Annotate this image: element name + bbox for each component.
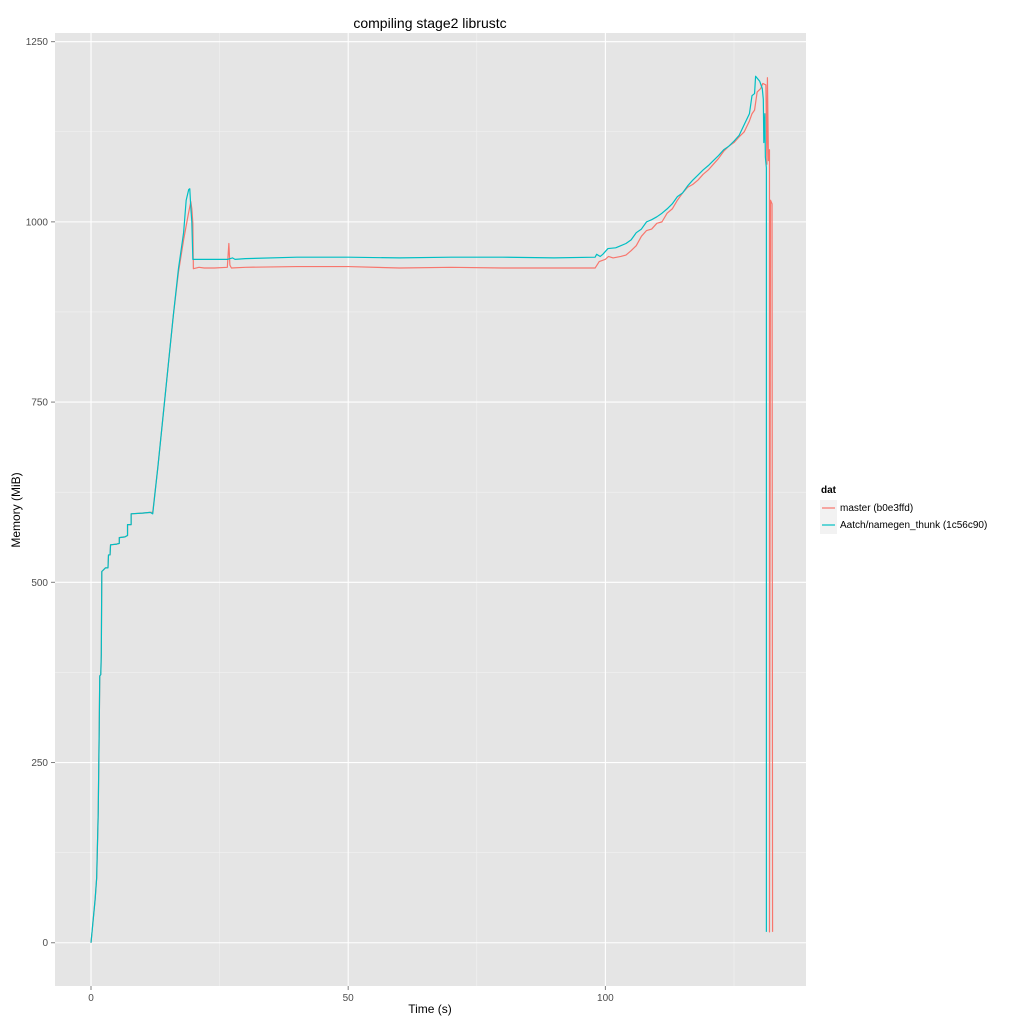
y-tick-label: 1250 xyxy=(26,37,49,48)
x-axis-title: Time (s) xyxy=(408,1002,452,1016)
y-axis: 0 250 500 750 1000 1250 xyxy=(26,37,55,949)
y-tick-label: 250 xyxy=(31,758,48,769)
series-line-namegen-thunk xyxy=(90,75,767,943)
legend-label-namegen-thunk: Aatch/namegen_thunk (1c56c90) xyxy=(840,520,987,531)
y-tick-label: 1000 xyxy=(26,217,49,228)
plot-panel xyxy=(55,33,806,986)
chart-title: compiling stage2 librustc xyxy=(353,15,506,31)
y-tick-label: 0 xyxy=(42,938,48,949)
legend-title: dat xyxy=(821,485,837,496)
y-tick-label: 750 xyxy=(31,398,48,409)
x-axis: 0 50 100 xyxy=(88,986,614,1004)
major-gridlines xyxy=(55,33,806,986)
x-tick-label: 50 xyxy=(343,993,355,1004)
x-tick-label: 100 xyxy=(597,993,614,1004)
y-axis-title: Memory (MiB) xyxy=(9,472,23,547)
minor-gridlines xyxy=(55,33,806,986)
series-layer xyxy=(90,75,774,943)
legend-label-master: master (b0e3ffd) xyxy=(840,503,913,514)
x-tick-label: 0 xyxy=(88,993,94,1004)
y-tick-label: 500 xyxy=(31,578,48,589)
legend: dat master (b0e3ffd) Aatch/namegen_thunk… xyxy=(820,485,987,534)
